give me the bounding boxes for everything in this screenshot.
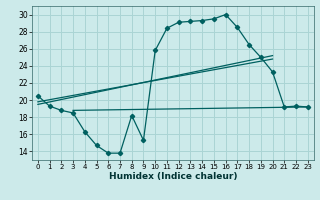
X-axis label: Humidex (Indice chaleur): Humidex (Indice chaleur) — [108, 172, 237, 181]
